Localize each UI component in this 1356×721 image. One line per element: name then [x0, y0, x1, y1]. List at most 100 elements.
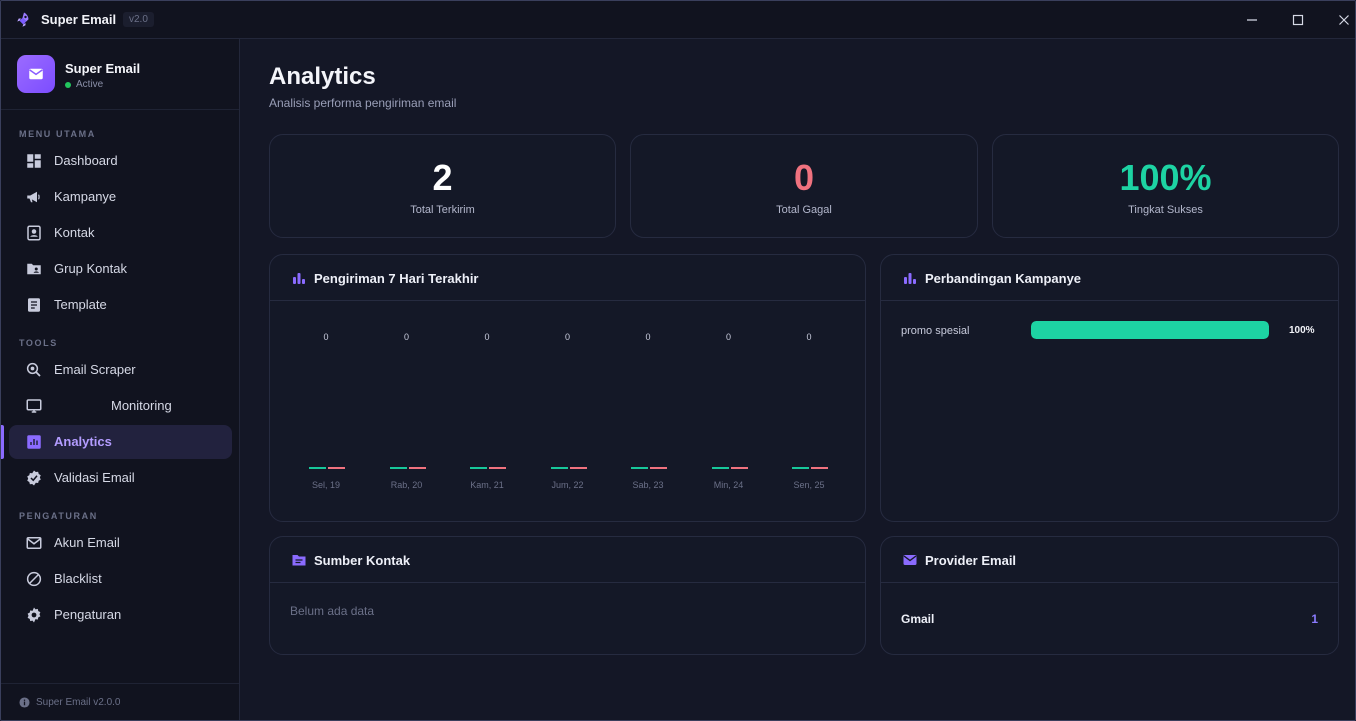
verified-badge-icon [25, 469, 43, 487]
sidebar-item-label: Grup Kontak [54, 261, 127, 276]
rocket-icon [15, 11, 33, 29]
bar-sent [792, 467, 809, 469]
app-title: Super Email [41, 12, 117, 27]
sidebar-item-label: Blacklist [54, 571, 102, 586]
info-icon [19, 697, 30, 708]
page-subtitle: Analisis performa pengiriman email [269, 96, 457, 110]
sidebar-item-template[interactable]: Template [9, 288, 232, 322]
bar-value-label: 0 [645, 332, 651, 342]
stat-label: Total Terkirim [410, 204, 475, 216]
sidebar-footer: Super Email v2.0.0 [19, 697, 121, 708]
bar-sent [389, 467, 407, 469]
stat-value: 100% [1119, 157, 1212, 198]
x-tick-label: Sel, 19 [311, 480, 341, 490]
bar-failed [569, 467, 587, 469]
sidebar-item-label: Dashboard [54, 153, 118, 168]
contact-card-icon [25, 224, 43, 242]
card-title: Pengiriman 7 Hari Terakhir [314, 271, 479, 286]
sidebar-item-monitoring[interactable]: Monitoring [9, 389, 232, 423]
block-icon [25, 570, 43, 588]
card-header: Pengiriman 7 Hari Terakhir [270, 255, 865, 301]
minimize-button[interactable] [1229, 1, 1275, 39]
bar-sent [711, 467, 729, 469]
campaign-percent: 100% [1289, 325, 1315, 336]
sidebar-footer-divider [1, 683, 239, 684]
maximize-button[interactable] [1275, 1, 1321, 39]
monitor-icon [25, 397, 43, 415]
active-indicator [1, 425, 4, 459]
close-icon [1339, 15, 1349, 25]
x-tick-label: Min, 24 [713, 480, 744, 490]
bar-value-label: 0 [725, 332, 731, 342]
mail-icon [25, 534, 43, 552]
sidebar-item-kontak[interactable]: Kontak [9, 216, 232, 250]
bar-value-label: 0 [564, 332, 570, 342]
card-header: Provider Email [881, 537, 1338, 583]
sidebar-item-kampanye[interactable]: Kampanye [9, 180, 232, 214]
sidebar-item-validasi-email[interactable]: Validasi Email [9, 461, 232, 495]
sidebar-item-label: Akun Email [54, 535, 120, 550]
weekly-chart-card: Pengiriman 7 Hari Terakhir 0 Sel, 19 0 Rab,… [269, 254, 866, 522]
x-tick-label: Kam, 21 [470, 480, 504, 490]
mail-icon [902, 552, 918, 568]
stat-value: 2 [432, 157, 453, 198]
sidebar-item-akun-email[interactable]: Akun Email [9, 526, 232, 560]
maximize-icon [1292, 14, 1304, 26]
bar-value-label: 0 [484, 332, 490, 342]
brand-name: Super Email [65, 61, 141, 76]
stat-label: Tingkat Sukses [1128, 204, 1203, 216]
sidebar-item-label: Template [54, 297, 107, 312]
card-title: Sumber Kontak [314, 553, 411, 568]
document-icon [25, 296, 43, 314]
provider-name: Gmail [901, 612, 935, 626]
bar-failed [650, 467, 667, 469]
bar-sent [470, 467, 487, 469]
version-badge: v2.0 [123, 12, 154, 27]
section-label-tools: TOOLS [19, 338, 58, 348]
gear-icon [25, 606, 43, 624]
bar-failed [328, 467, 345, 469]
bar-value-label: 0 [403, 332, 409, 342]
mail-logo-icon [17, 55, 55, 93]
sidebar-item-analytics[interactable]: Analytics [9, 425, 232, 459]
section-label-settings: PENGATURAN [19, 511, 98, 521]
dashboard-icon [25, 152, 43, 170]
status-dot [65, 81, 71, 88]
contact-source-card: Sumber Kontak Belum ada data [269, 536, 866, 655]
sidebar-item-label: Monitoring [111, 398, 172, 413]
sidebar-item-label: Validasi Email [54, 470, 135, 485]
main-content: Analytics Analisis performa pengiriman e… [241, 39, 1355, 720]
x-tick-label: Rab, 20 [390, 480, 423, 490]
x-tick-label: Sab, 23 [632, 480, 664, 490]
sidebar-divider [1, 109, 239, 110]
stat-label: Total Gagal [776, 204, 832, 216]
brand-status: Active [65, 79, 103, 90]
sidebar-item-grup-kontak[interactable]: Grup Kontak [9, 252, 232, 286]
bar-chart-icon [902, 270, 918, 286]
close-button[interactable] [1321, 1, 1355, 39]
provider-email-card: Provider Email Gmail 1 [880, 536, 1339, 655]
title-bar[interactable]: Super Email v2.0 [1, 1, 1355, 39]
bar-value-label: 0 [806, 332, 812, 342]
sidebar: Super Email Active MENU UTAMA Dashboard … [1, 39, 240, 720]
provider-count: 1 [1311, 612, 1318, 626]
campaign-progress-fill [1031, 321, 1269, 339]
bar-sent [631, 467, 648, 469]
sidebar-item-dashboard[interactable]: Dashboard [9, 144, 232, 178]
sidebar-item-pengaturan[interactable]: Pengaturan [9, 598, 232, 632]
bar-sent [309, 467, 326, 469]
footer-version: Super Email v2.0.0 [36, 697, 121, 708]
analytics-icon [25, 433, 43, 451]
card-header: Perbandingan Kampanye [881, 255, 1338, 301]
list-folder-icon [291, 552, 307, 568]
card-title: Perbandingan Kampanye [925, 271, 1082, 286]
sidebar-item-email-scraper[interactable]: Email Scraper [9, 353, 232, 387]
sidebar-item-blacklist[interactable]: Blacklist [9, 562, 232, 596]
sidebar-item-label: Kampanye [54, 189, 117, 204]
x-tick-label: Jum, 22 [551, 480, 584, 490]
bar-failed [811, 467, 828, 469]
stat-value: 0 [793, 157, 815, 198]
section-label-main: MENU UTAMA [19, 129, 96, 139]
card-title: Provider Email [925, 553, 1017, 568]
